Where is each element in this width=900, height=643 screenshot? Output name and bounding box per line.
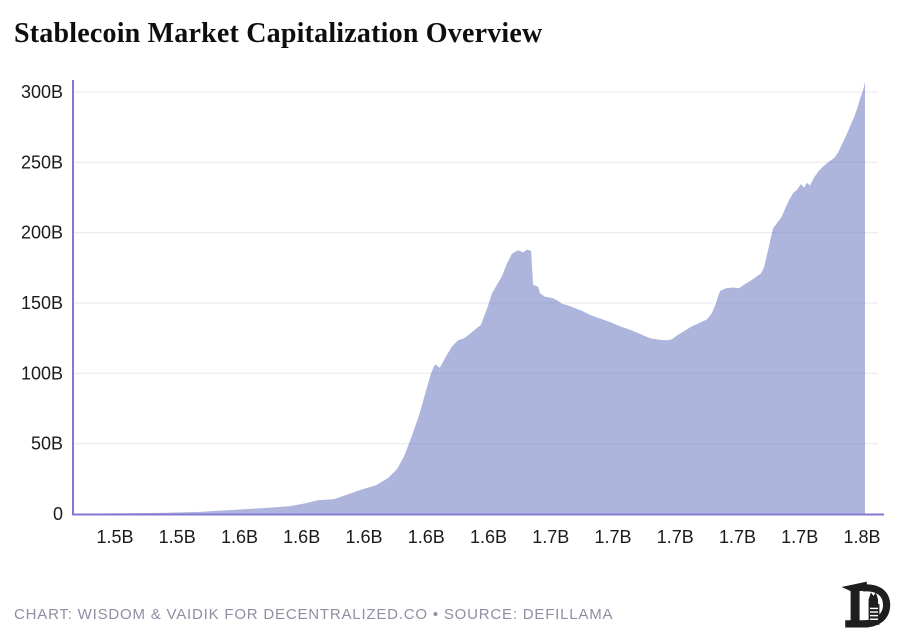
x-tick-label: 1.6B — [470, 527, 507, 547]
decentralized-llama-d-logo-icon — [841, 581, 891, 628]
x-tick-label: 1.6B — [345, 527, 382, 547]
x-tick-label: 1.6B — [283, 527, 320, 547]
y-tick-label: 0 — [53, 504, 63, 524]
y-tick-label: 250B — [21, 152, 63, 172]
y-axis-tick-labels: 0 50B 100B 150B 200B 250B 300B — [21, 82, 63, 524]
credit-line: CHART: WISDOM & VAIDIK FOR DECENTRALIZED… — [14, 606, 614, 623]
page-title: Stablecoin Market Capitalization Overvie… — [14, 18, 543, 49]
market-cap-area-series — [72, 82, 865, 514]
x-tick-label: 1.7B — [594, 527, 631, 547]
x-tick-label: 1.6B — [408, 527, 445, 547]
x-tick-label: 1.5B — [159, 527, 196, 547]
x-tick-label: 1.7B — [532, 527, 569, 547]
x-axis-tick-labels: 1.5B 1.5B 1.6B 1.6B 1.6B 1.6B 1.6B 1.7B 1.7B 1.7B… — [96, 527, 880, 547]
x-tick-label: 1.7B — [781, 527, 818, 547]
x-tick-label: 1.7B — [719, 527, 756, 547]
y-tick-label: 200B — [21, 223, 63, 243]
y-tick-label: 50B — [31, 434, 63, 454]
y-tick-label: 150B — [21, 293, 63, 313]
y-tick-label: 100B — [21, 363, 63, 383]
x-tick-label: 1.5B — [96, 527, 133, 547]
y-tick-label: 300B — [21, 82, 63, 102]
x-tick-label: 1.7B — [657, 527, 694, 547]
x-tick-label: 1.6B — [221, 527, 258, 547]
x-tick-label: 1.8B — [843, 527, 880, 547]
